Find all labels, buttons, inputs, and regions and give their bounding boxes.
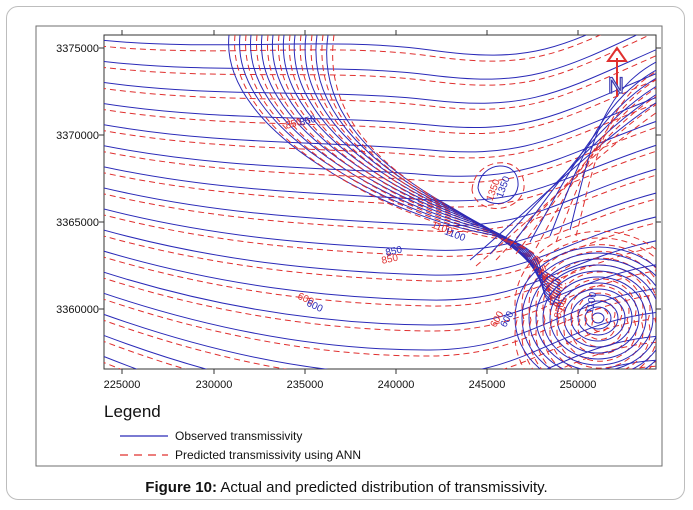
x-tick-label: 245000	[469, 379, 506, 391]
caption-text: Actual and predicted distribution of tra…	[216, 479, 548, 496]
north-label: N	[608, 73, 624, 98]
observed-contour	[556, 282, 640, 354]
observed-contour	[104, 35, 638, 80]
predicted-contour	[104, 103, 656, 159]
contour-label: 850	[298, 114, 317, 129]
observed-contour	[514, 246, 656, 369]
observed-contour	[104, 73, 656, 128]
observed-contour	[477, 165, 519, 204]
y-tick-label: 3365000	[56, 217, 99, 229]
caption-label: Figure 10:	[145, 479, 217, 496]
x-tick-label: 225000	[104, 379, 141, 391]
predicted-contour	[542, 257, 656, 369]
predicted-contour	[104, 79, 656, 134]
observed-contour	[584, 306, 612, 330]
predicted-contour	[475, 112, 656, 267]
y-tick-label: 3370000	[56, 130, 99, 142]
predicted-contour	[515, 95, 656, 255]
observed-contour	[535, 264, 656, 369]
predicted-contour	[104, 55, 656, 110]
observed-contour	[104, 312, 656, 369]
x-tick-label: 240000	[378, 379, 415, 391]
north-arrow: N	[606, 46, 628, 99]
contour-label: 850	[381, 252, 400, 266]
contour-label: 850	[385, 244, 404, 258]
observed-contour	[549, 276, 647, 360]
predicted-contour	[104, 318, 656, 369]
x-tick-label: 230000	[196, 379, 233, 391]
map-plot-area: 850 850 1350 1350 1100 1100 850 850 600 …	[103, 34, 657, 370]
observed-contour	[250, 35, 561, 302]
legend-predicted-label: Predicted transmissivity using ANN	[175, 448, 361, 462]
predicted-contour	[104, 126, 656, 183]
predicted-contour	[267, 35, 567, 303]
predicted-contour	[570, 285, 630, 355]
figure-caption: Figure 10: Actual and predicted distribu…	[0, 479, 693, 496]
predicted-contour	[514, 230, 656, 369]
observed-contour	[228, 35, 561, 308]
observed-contour	[469, 102, 656, 261]
contour-label: 850	[552, 300, 567, 319]
observed-contour	[104, 120, 656, 177]
map-axes: 225000 230000 235000 240000 245000 25000…	[56, 43, 596, 391]
contour-label: 850	[284, 117, 303, 132]
observed-contour	[104, 192, 656, 251]
observed-contour	[104, 35, 588, 56]
predicted-contour	[104, 270, 656, 332]
observed-contour	[104, 49, 656, 104]
predicted-contour	[256, 35, 567, 306]
observed-contour	[521, 252, 656, 369]
predicted-contour	[577, 292, 623, 348]
north-arrow-head	[606, 46, 628, 62]
observed-contour	[542, 270, 654, 366]
observed-contour	[563, 288, 633, 348]
predicted-contour	[104, 35, 651, 86]
observed-contour	[261, 35, 561, 299]
legend-observed-label: Observed transmissivity	[175, 429, 302, 443]
contour-labels: 850 850 1350 1350 1100 1100 850 850 600 …	[284, 114, 599, 330]
x-tick-label: 250000	[560, 379, 597, 391]
predicted-contour	[104, 198, 656, 257]
predicted-contour	[245, 35, 567, 309]
legend: Legend Observed transmissivity Predicted…	[104, 402, 361, 462]
observed-contour	[529, 77, 656, 243]
predicted-contour	[104, 35, 602, 62]
predicted-contour	[321, 35, 567, 288]
x-tick-label: 235000	[287, 379, 324, 391]
predicted-contour	[535, 87, 656, 249]
predicted-contour	[555, 79, 656, 243]
predicted-contour	[591, 307, 609, 333]
observed-contour	[528, 258, 656, 369]
predicted-contour	[234, 35, 567, 312]
contour-lines	[104, 35, 656, 369]
observed-contour	[549, 69, 656, 237]
predicted-contour	[521, 237, 656, 369]
observed-contour	[104, 97, 656, 153]
observed-contour	[570, 294, 626, 342]
predicted-contour	[535, 250, 656, 369]
legend-title: Legend	[104, 402, 161, 421]
predicted-contour	[549, 264, 651, 369]
tick-marks	[99, 30, 661, 374]
observed-contour	[577, 300, 619, 336]
predicted-contour	[563, 278, 637, 362]
observed-contour	[591, 312, 605, 324]
y-tick-label: 3360000	[56, 304, 99, 316]
predicted-contour	[471, 162, 525, 209]
predicted-contour	[556, 271, 644, 369]
observed-contour	[569, 61, 656, 231]
observed-contour	[239, 35, 561, 305]
predicted-contour	[104, 246, 656, 307]
observed-contour	[104, 240, 656, 301]
observed-contour	[104, 216, 656, 276]
contour-label: 1100	[585, 291, 600, 315]
observed-contour	[104, 168, 656, 227]
y-tick-label: 3375000	[56, 43, 99, 55]
